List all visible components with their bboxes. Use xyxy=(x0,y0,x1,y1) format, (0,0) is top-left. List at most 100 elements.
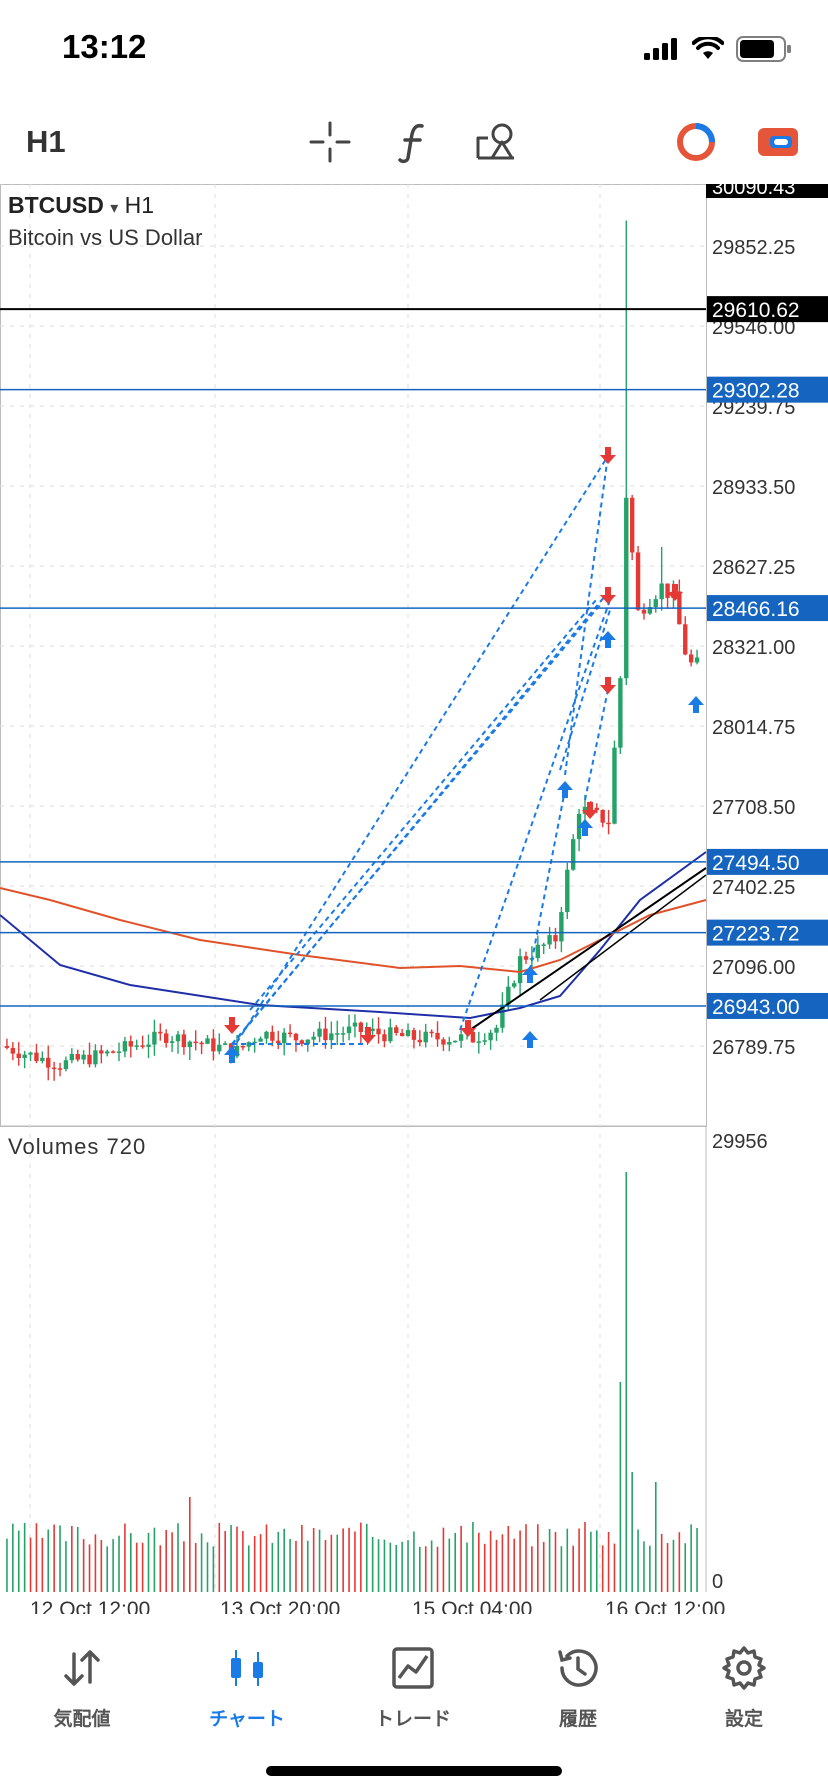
tab-settings[interactable]: 設定 xyxy=(679,1642,809,1731)
buy-arrow-icon xyxy=(522,1031,538,1048)
candle-body xyxy=(370,1028,375,1031)
status-bar: 13:12 xyxy=(0,0,828,100)
level-price-label: 27223.72 xyxy=(712,923,800,946)
candle-body xyxy=(246,1042,251,1047)
one-click-trading-icon[interactable] xyxy=(672,118,720,166)
trade-link-line xyxy=(231,589,611,1046)
candle-body xyxy=(624,497,629,679)
candle-body xyxy=(394,1027,399,1033)
sell-arrow-icon xyxy=(600,587,616,604)
timeframe-button[interactable]: H1 xyxy=(26,124,66,159)
level-price-label: 28466.16 xyxy=(712,598,800,621)
home-indicator xyxy=(266,1766,562,1776)
candle-body xyxy=(688,654,694,663)
candle-body xyxy=(435,1032,440,1040)
candle-body xyxy=(399,1032,405,1037)
tab-chart[interactable]: チャート xyxy=(182,1642,312,1731)
sell-arrow-icon xyxy=(600,447,616,464)
price-tick-label: 27708.50 xyxy=(712,797,795,819)
price-tick-label: 27096.00 xyxy=(712,957,795,979)
price-tick-label: 28933.50 xyxy=(712,477,795,499)
candles xyxy=(4,220,700,1081)
candle-body xyxy=(51,1067,57,1070)
candle-body xyxy=(352,1022,358,1027)
candle-body xyxy=(429,1031,434,1034)
candle-body xyxy=(553,935,558,942)
tab-quotes-label: 気配値 xyxy=(53,1709,111,1730)
trend-line-2 xyxy=(539,874,707,1001)
candle-body xyxy=(388,1027,393,1042)
candle-body xyxy=(659,583,664,600)
trade-panel-icon[interactable] xyxy=(754,118,802,166)
price-tick-label: 26789.75 xyxy=(712,1037,795,1059)
candle-body xyxy=(175,1034,181,1042)
candle-body xyxy=(240,1045,246,1048)
symbol-name: BTCUSD xyxy=(8,192,104,218)
tab-trade-label: トレード xyxy=(374,1709,451,1730)
time-axis-label: 12 Oct 12:00 xyxy=(30,1598,150,1614)
volume-indicator-label: Volumes 720 xyxy=(8,1134,147,1159)
candle-body xyxy=(311,1036,316,1040)
chart-area[interactable]: 30090.4329852.2529546.0029239.7528933.50… xyxy=(0,184,828,1614)
candle-body xyxy=(28,1052,33,1055)
candle-body xyxy=(547,935,552,945)
level-price-label: 27494.50 xyxy=(712,852,800,875)
candle-body xyxy=(417,1039,423,1043)
tab-history[interactable]: 履歴 xyxy=(513,1642,643,1731)
moving-average-slow xyxy=(0,887,707,974)
candle-body xyxy=(128,1041,134,1047)
candle-body xyxy=(105,1051,110,1054)
candle-body xyxy=(281,1032,287,1044)
price-tick-label: 29852.25 xyxy=(712,237,795,259)
symbol-timeframe: H1 xyxy=(124,192,155,218)
candle-body xyxy=(258,1038,263,1042)
candle-body xyxy=(187,1041,192,1048)
signal-icon xyxy=(644,38,677,60)
candle-body xyxy=(683,624,688,655)
candle-body xyxy=(382,1034,387,1042)
chart-toolbar: H1 xyxy=(0,100,828,184)
candle-body xyxy=(169,1041,175,1043)
candle-body xyxy=(140,1045,145,1047)
trade-link-line xyxy=(231,604,601,1045)
candle-body xyxy=(653,599,658,608)
candle-body xyxy=(234,1045,240,1057)
candle-body xyxy=(81,1054,86,1060)
price-tick-label: 29546.00 xyxy=(712,317,795,339)
candle-body xyxy=(299,1040,305,1044)
candle-body xyxy=(694,657,700,663)
indicators-icon[interactable] xyxy=(390,118,438,166)
candle-body xyxy=(523,956,529,960)
price-chart[interactable]: 30090.4329852.2529546.0029239.7528933.50… xyxy=(0,184,828,1614)
price-tick-label: 28014.75 xyxy=(712,717,795,739)
candle-body xyxy=(629,497,635,553)
candle-body xyxy=(57,1068,63,1070)
crosshair-icon[interactable] xyxy=(306,118,354,166)
candle-body xyxy=(512,983,517,987)
sell-arrow-icon xyxy=(600,677,616,694)
candle-body xyxy=(46,1057,51,1068)
history-icon xyxy=(513,1642,643,1694)
trade-link-line xyxy=(559,609,611,771)
level-price-label: 26943.00 xyxy=(712,996,800,1019)
sell-arrow-icon xyxy=(460,1020,476,1037)
candle-body xyxy=(270,1031,275,1041)
level-price-box xyxy=(707,296,828,323)
sell-arrow-icon xyxy=(582,802,598,819)
symbol-caret[interactable]: ▾ xyxy=(110,200,119,217)
candle-body xyxy=(346,1026,352,1034)
objects-icon[interactable] xyxy=(472,118,520,166)
candle-body xyxy=(423,1031,428,1043)
chart-icon xyxy=(182,1642,312,1694)
status-icons xyxy=(644,36,792,62)
candle-body xyxy=(181,1034,187,1048)
wifi-icon xyxy=(692,37,724,59)
volume-zero-label: 0 xyxy=(712,1571,723,1593)
candle-body xyxy=(458,1034,464,1041)
volume-bars xyxy=(6,1172,698,1592)
tab-quotes[interactable]: 気配値 xyxy=(17,1642,147,1731)
tab-settings-label: 設定 xyxy=(724,1709,763,1730)
tab-trade[interactable]: トレード xyxy=(348,1642,478,1731)
level-price-label: 29610.62 xyxy=(712,299,800,322)
quotes-icon xyxy=(17,1642,147,1694)
